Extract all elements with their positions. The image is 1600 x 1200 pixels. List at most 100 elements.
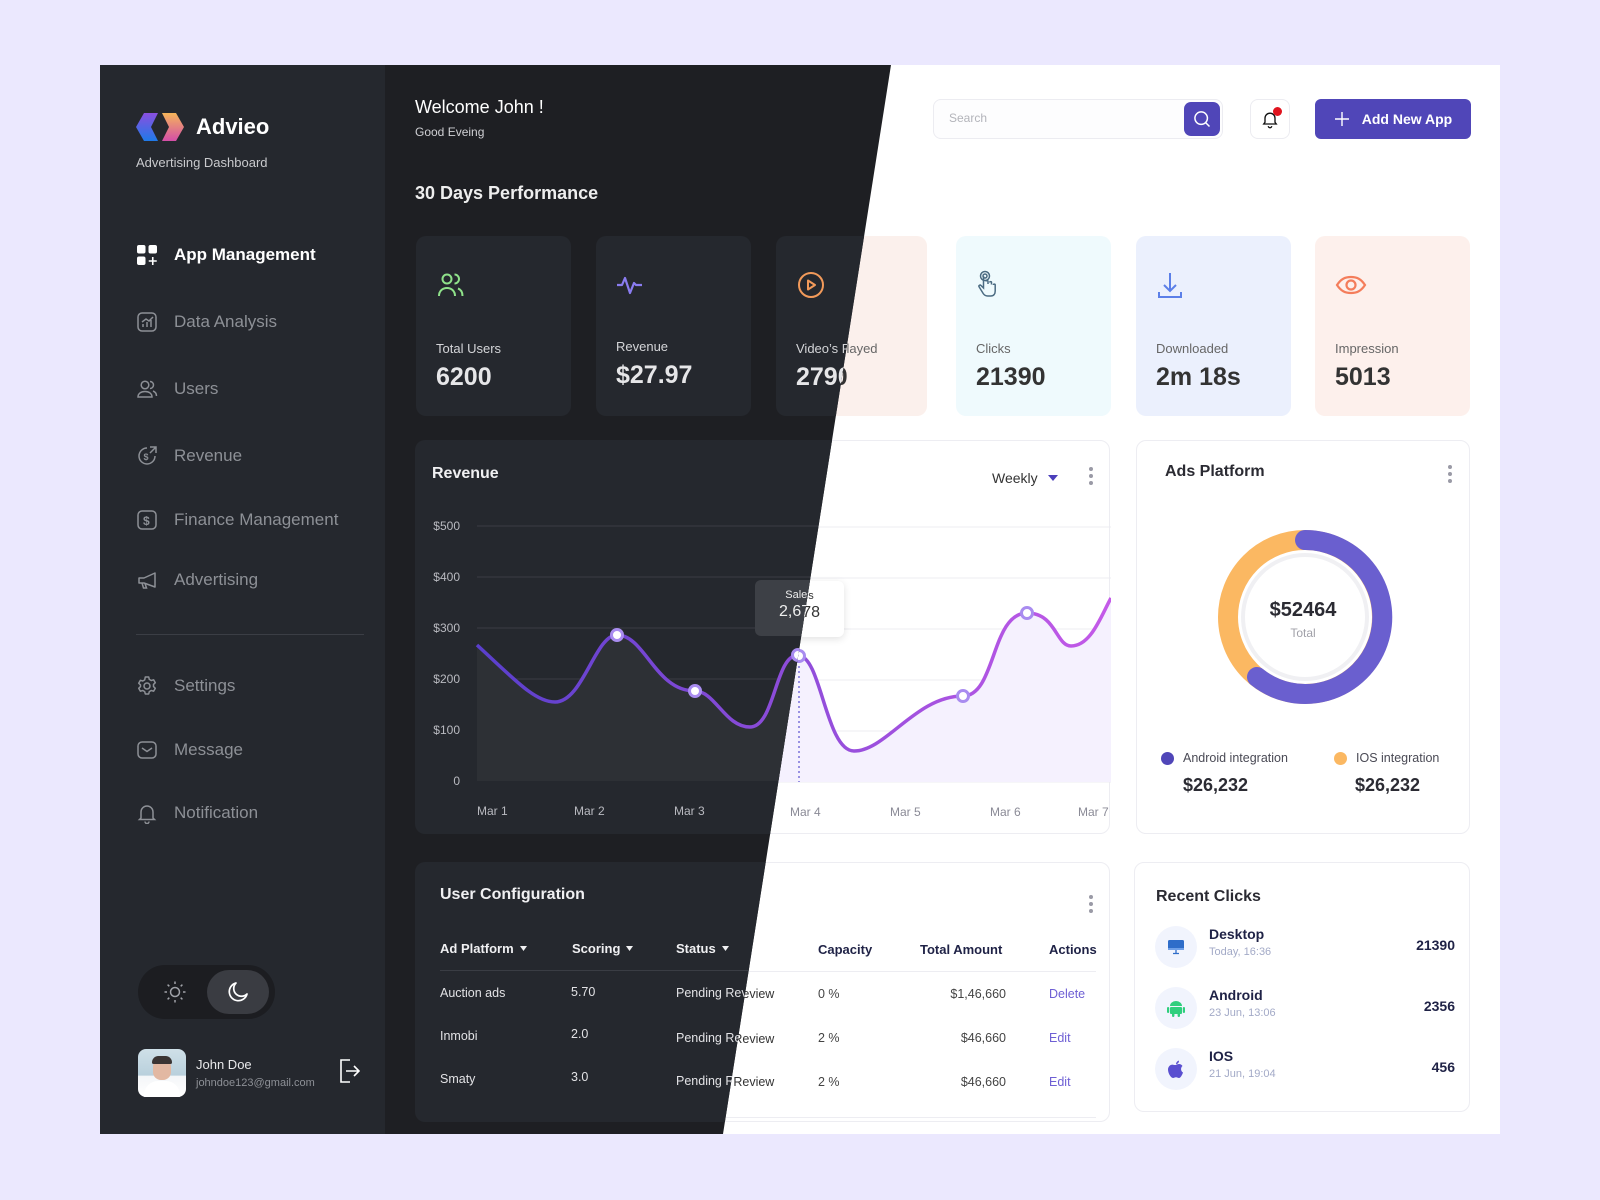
x-tick: Mar 1: [477, 804, 508, 818]
sidebar-item-advertising[interactable]: Advertising: [136, 569, 258, 591]
click-source-name: IOS: [1209, 1048, 1234, 1064]
legend-dot: [1334, 751, 1347, 765]
cell-platform: Auction ads: [440, 986, 506, 1000]
sidebar-item-revenue[interactable]: $ Revenue: [136, 445, 242, 467]
user-config-more-menu[interactable]: [1089, 895, 1093, 913]
dollar-arrow-icon: $: [138, 446, 157, 465]
sun-icon: [164, 981, 186, 1003]
sidebar-item-label: App Management: [174, 245, 316, 264]
list-item[interactable]: IOS 21 Jun, 19:04 456: [1155, 1048, 1455, 1094]
cell-platform: Inmobi: [440, 1029, 478, 1043]
caret-down-icon: [721, 946, 729, 951]
period-dropdown[interactable]: Weekly: [992, 470, 1058, 486]
dashboard-frame: Add New App Video’s Played 2790 Clicks 2…: [100, 65, 1500, 1134]
grid-plus-icon: [137, 245, 157, 265]
ads-donut-chart: [1218, 529, 1393, 704]
sidebar-item-data-analysis[interactable]: Data Analysis: [136, 311, 277, 333]
add-new-app-button[interactable]: Add New App: [1315, 99, 1471, 139]
dark-mode-button[interactable]: [206, 970, 269, 1014]
sidebar-item-label: Advertising: [174, 570, 259, 589]
pulse-icon: [617, 276, 642, 295]
caret-down-icon: [519, 946, 527, 951]
sidebar-item-label: Message: [174, 740, 243, 759]
search-input[interactable]: [949, 111, 1179, 125]
logout-button[interactable]: [338, 1058, 361, 1089]
search-box: [933, 99, 1223, 139]
click-source-name: Android: [1209, 987, 1263, 1003]
column-label: Actions: [1049, 942, 1097, 957]
message-icon: [137, 741, 157, 759]
revenue-more-menu[interactable]: [1089, 467, 1093, 485]
caret-down-icon: [626, 946, 634, 951]
delete-button[interactable]: Delete: [1049, 987, 1086, 1001]
column-status[interactable]: Status: [676, 941, 729, 956]
sidebar-item-users[interactable]: Users: [136, 378, 218, 400]
edit-button[interactable]: Edit: [1049, 1031, 1071, 1045]
ads-total-label: Total: [1290, 626, 1316, 640]
legend-value: $26,232: [1183, 775, 1249, 795]
click-count: 456: [1431, 1059, 1455, 1075]
column-scoring[interactable]: Scoring: [572, 941, 634, 956]
notification-button[interactable]: [1250, 99, 1290, 139]
sidebar-item-finance-management[interactable]: $ Finance Management: [136, 509, 338, 531]
logout-icon: [340, 1059, 361, 1083]
stat-value: 2m 18s: [1156, 363, 1241, 391]
revenue-card-title: Revenue: [432, 465, 499, 482]
legend-value: $26,232: [1355, 775, 1421, 795]
stat-card-impression: Impression 5013: [1315, 236, 1470, 416]
column-actions: Actions: [1049, 942, 1097, 957]
welcome-title: Welcome John !: [415, 97, 544, 117]
sidebar-item-label: Users: [174, 379, 219, 398]
android-icon: [1167, 1001, 1185, 1017]
header-divider: [441, 971, 1096, 972]
y-tick: $500: [433, 519, 460, 533]
header-divider: [440, 970, 891, 971]
y-tick: $100: [433, 723, 460, 737]
list-item[interactable]: Android 23 Jun, 13:06 2356: [1155, 987, 1455, 1033]
ads-platform-title: Ads Platform: [1165, 463, 1265, 480]
caret-down-icon: [1047, 475, 1058, 481]
play-circle-icon: [798, 272, 824, 298]
stat-label: Total Users: [436, 341, 502, 356]
sidebar-item-label: Revenue: [174, 446, 243, 465]
sidebar-item-app-management[interactable]: App Management: [136, 244, 316, 266]
gear-icon: [137, 676, 157, 695]
click-count: 21390: [1416, 937, 1455, 953]
cell-capacity: 2 %: [818, 1075, 840, 1089]
sidebar-item-settings[interactable]: Settings: [136, 675, 235, 697]
ads-more-menu[interactable]: [1448, 465, 1452, 483]
stat-label: Downloaded: [1156, 341, 1229, 356]
stat-label: Clicks: [976, 341, 1011, 356]
stat-label: Revenue: [616, 339, 669, 354]
sidebar-item-message[interactable]: Message: [136, 739, 243, 761]
dollar-box-icon: $: [137, 510, 157, 530]
search-button[interactable]: [1184, 102, 1220, 136]
svg-text:$: $: [143, 514, 150, 528]
click-source-name: Desktop: [1209, 926, 1265, 942]
moon-icon: [228, 982, 248, 1002]
column-label: Total Amount: [920, 942, 1003, 957]
brand-name: Advieo: [196, 114, 270, 139]
list-item[interactable]: Desktop Today, 16:36 21390: [1155, 926, 1455, 972]
cell-status: Pending Review: [676, 986, 767, 1000]
sidebar-item-notification[interactable]: Notification: [136, 802, 258, 824]
apple-icon: [1168, 1060, 1183, 1078]
stat-value: 6200: [436, 363, 492, 391]
legend-label: IOS integration: [1356, 751, 1440, 765]
user-profile[interactable]: John Doe johndoe123@gmail.com: [138, 1049, 315, 1097]
legend-dot: [1161, 751, 1174, 765]
edit-button[interactable]: Edit: [1049, 1075, 1071, 1089]
column-total-amount: Total Amount: [920, 942, 1002, 957]
cell-capacity: 0 %: [818, 987, 840, 1001]
column-label: Capacity: [818, 942, 873, 957]
y-tick: 0: [453, 774, 460, 788]
legend-label: Android integration: [1183, 751, 1288, 765]
greeting-text: Good Eveing: [415, 125, 485, 139]
cell-scoring: 3.0: [571, 1070, 589, 1084]
profile-email: johndoe123@gmail.com: [196, 1077, 315, 1089]
column-ad-platform[interactable]: Ad Platform: [440, 941, 527, 956]
bell-icon: [1262, 112, 1278, 129]
light-mode-button[interactable]: [144, 970, 207, 1014]
legend-ios: IOS integration: [1334, 751, 1439, 765]
click-time: 21 Jun, 19:04: [1209, 1068, 1276, 1080]
